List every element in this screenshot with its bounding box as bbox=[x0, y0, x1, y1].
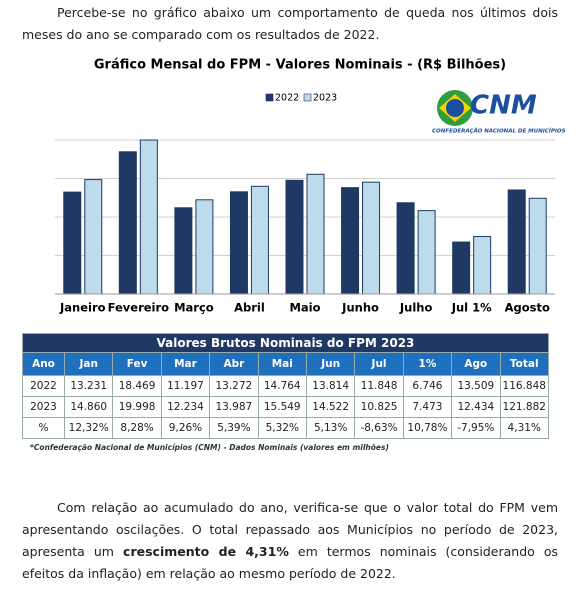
header-cell: Jun bbox=[305, 352, 356, 376]
header-cell: Abr bbox=[209, 352, 259, 376]
header-row: Ano Jan Fev Mar Abr Mai Jun Jul 1% Ago Total bbox=[22, 352, 549, 376]
bar bbox=[396, 202, 415, 295]
table-cell: 11.848 bbox=[354, 375, 404, 397]
table-cell: 13.814 bbox=[305, 375, 356, 397]
table-cell: 11.197 bbox=[160, 375, 211, 397]
table-cell: 12.434 bbox=[451, 396, 501, 418]
x-tick-label: Junho bbox=[341, 301, 379, 315]
logo-text: CNM bbox=[470, 91, 537, 121]
legend-swatch bbox=[303, 93, 312, 102]
table-cell: 13.231 bbox=[63, 375, 114, 397]
bar bbox=[306, 173, 325, 295]
table-cell: 8,28% bbox=[112, 417, 162, 439]
table-cell: 10,78% bbox=[402, 417, 453, 439]
table-cell: 4,31% bbox=[499, 417, 549, 439]
table-cell: 121.882 bbox=[499, 396, 549, 418]
table-cell: 13.509 bbox=[451, 375, 501, 397]
bar bbox=[174, 207, 193, 295]
table-row: 2022 13.231 18.469 11.197 13.272 14.764 13.814… bbox=[22, 375, 549, 397]
header-cell: 1% bbox=[402, 352, 453, 376]
bar bbox=[473, 235, 492, 295]
bar bbox=[250, 185, 269, 295]
text: em termos nominais (considerando os efei… bbox=[22, 544, 559, 581]
table-cell: 10.825 bbox=[354, 396, 404, 418]
intro-paragraph: Percebe-se no gráfico abaixo um comporta… bbox=[22, 5, 558, 42]
table-row: % 12,32% 8,28% 9,26% 5,39% 5,32% 5,13% -8,63% 10… bbox=[22, 417, 549, 439]
table-cell: 13.272 bbox=[209, 375, 259, 397]
x-tick-label: Agosto bbox=[505, 301, 550, 315]
highlight: crescimento de 4,31% bbox=[123, 544, 289, 559]
footnote: *Confederação Nacional de Municípios (CN… bbox=[30, 443, 389, 452]
header-cell: Mar bbox=[160, 352, 211, 376]
table-cell: 116.848 bbox=[499, 375, 549, 397]
bar bbox=[417, 210, 436, 295]
table-cell: 2023 bbox=[22, 396, 65, 418]
x-tick-label: Jul 1% bbox=[451, 301, 492, 315]
table-title: Valores Brutos Nominais do FPM 2023 bbox=[22, 333, 549, 353]
table-cell: 6.746 bbox=[402, 375, 453, 397]
table-row: 2023 14.860 19.998 12.234 13.987 15.549 14.522… bbox=[22, 396, 549, 418]
logo: CNM CONFEDERAÇÃO NACIONAL DE MUNICÍPIOS bbox=[432, 90, 566, 135]
table-cell: 14.860 bbox=[63, 396, 114, 418]
logo-center bbox=[446, 99, 464, 117]
header-cell: Jul bbox=[354, 352, 404, 376]
table-cell: 7.473 bbox=[402, 396, 453, 418]
table-cell: 9,26% bbox=[160, 417, 211, 439]
bar bbox=[528, 197, 547, 295]
table-cell: 5,32% bbox=[257, 417, 307, 439]
table-cell: 12,32% bbox=[63, 417, 114, 439]
bar bbox=[285, 179, 304, 295]
table-cell: 12.234 bbox=[160, 396, 211, 418]
x-tick-label: Julho bbox=[399, 301, 433, 315]
chart: Gráfico Mensal do FPM - Valores Nominais… bbox=[55, 58, 566, 315]
header-cell: Ago bbox=[451, 352, 501, 376]
legend-label: 2022 bbox=[275, 93, 299, 104]
table-cell: 2022 bbox=[22, 375, 65, 397]
header-cell: Fev bbox=[112, 352, 162, 376]
table-cell: 5,13% bbox=[305, 417, 356, 439]
x-tick-label: Fevereiro bbox=[108, 301, 170, 315]
table-cell: 13.987 bbox=[209, 396, 259, 418]
bar bbox=[341, 187, 360, 295]
header-cell: Total bbox=[499, 352, 549, 376]
header-cell: Jan bbox=[63, 352, 114, 376]
bar bbox=[362, 181, 381, 295]
bar bbox=[63, 191, 82, 295]
table-cell: % bbox=[22, 417, 65, 439]
data-table: Valores Brutos Nominais do FPM 2023 Ano Ja… bbox=[22, 333, 549, 439]
logo-subtitle: CONFEDERAÇÃO NACIONAL DE MUNICÍPIOS bbox=[432, 128, 566, 135]
x-tick-label: Maio bbox=[289, 301, 320, 315]
conclusion-paragraph: Com relação ao acumulado do ano, verific… bbox=[22, 497, 558, 585]
text: Com relação ao acumulado do ano, verific… bbox=[22, 500, 558, 559]
legend-swatch bbox=[265, 93, 274, 102]
x-tick-label: Março bbox=[174, 301, 214, 315]
table-cell: 18.469 bbox=[112, 375, 162, 397]
bar bbox=[84, 179, 103, 295]
table-cell: 14.764 bbox=[257, 375, 307, 397]
table-cell: 19.998 bbox=[112, 396, 162, 418]
table-cell: 15.549 bbox=[257, 396, 307, 418]
x-tick-label: Janeiro bbox=[59, 301, 106, 315]
legend-label: 2023 bbox=[313, 93, 337, 104]
bar bbox=[195, 199, 214, 295]
table-cell: 5,39% bbox=[209, 417, 259, 439]
header-cell: Mai bbox=[257, 352, 307, 376]
title-row: Valores Brutos Nominais do FPM 2023 bbox=[22, 333, 549, 353]
bar bbox=[507, 189, 526, 295]
x-tick-label: Abril bbox=[234, 301, 265, 315]
bar bbox=[139, 139, 158, 295]
table-cell: -8,63% bbox=[354, 417, 404, 439]
bar bbox=[452, 241, 471, 295]
chart-title: Gráfico Mensal do FPM - Valores Nominais… bbox=[94, 58, 506, 73]
bar bbox=[118, 151, 137, 295]
bar bbox=[229, 191, 248, 295]
table-cell: -7,95% bbox=[451, 417, 501, 439]
header-cell: Ano bbox=[22, 352, 65, 376]
table-cell: 14.522 bbox=[305, 396, 356, 418]
